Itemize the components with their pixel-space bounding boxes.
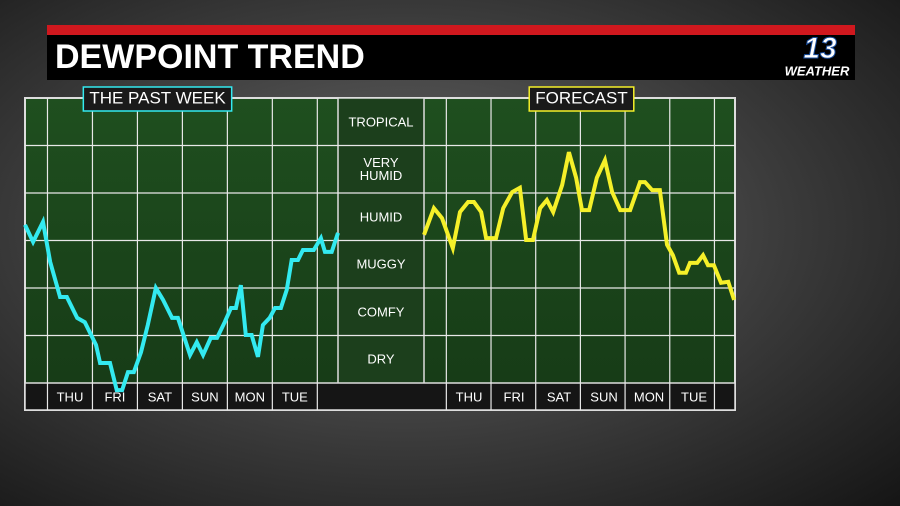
level-label: HUMID	[359, 209, 403, 225]
logo: 13	[803, 32, 837, 65]
x-tick-label: SUN	[191, 389, 218, 404]
header-title: DEWPOINT TREND	[55, 38, 365, 76]
x-tick-label: SUN	[590, 389, 617, 404]
x-tick-label: FRI	[104, 389, 125, 404]
x-tick-label: TUE	[681, 389, 707, 404]
logo-caption: WEATHER	[785, 63, 850, 78]
trend-line	[23, 215, 340, 393]
x-tick-label: SAT	[547, 389, 571, 404]
panel-title: THE PAST WEEK	[89, 88, 226, 107]
grid	[25, 98, 735, 410]
level-label: MUGGY	[356, 256, 406, 272]
panel-title-box	[82, 86, 233, 112]
x-tick-label: FRI	[504, 389, 525, 404]
x-tick-label: MON	[634, 389, 664, 404]
header-bar	[47, 35, 855, 80]
plot	[23, 151, 737, 393]
level-label: VERY HUMID	[359, 155, 403, 184]
x-tick-label: THU	[57, 389, 84, 404]
level-label: COMFY	[357, 304, 405, 320]
trend-line	[422, 151, 737, 301]
axis-row	[24, 382, 736, 411]
level-label: DRY	[367, 351, 395, 367]
header-stripe	[47, 25, 855, 35]
x-tick-label: TUE	[282, 389, 308, 404]
panel-title: FORECAST	[535, 88, 628, 107]
level-label: TROPICAL	[348, 114, 414, 130]
x-tick-label: MON	[235, 389, 265, 404]
label-column	[337, 97, 425, 411]
panel-title-box	[528, 86, 635, 112]
x-tick-label: THU	[456, 389, 483, 404]
x-tick-label: SAT	[148, 389, 172, 404]
